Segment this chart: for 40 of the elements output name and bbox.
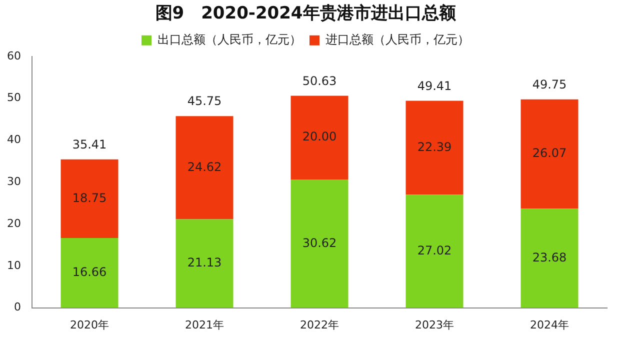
total-label: 49.41: [417, 78, 452, 93]
data-label: 22.39: [417, 140, 452, 154]
chart-title: 图9 2020-2024年贵港市进出口总额: [155, 4, 457, 24]
data-label: 21.13: [187, 256, 222, 270]
bar: [176, 219, 234, 308]
bar: [290, 96, 348, 180]
total-label: 49.75: [532, 77, 567, 92]
data-label: 27.02: [417, 243, 452, 258]
data-label: 20.00: [302, 130, 337, 144]
bar: [406, 100, 464, 195]
y-tick-label: 60: [6, 49, 21, 62]
bar: [520, 208, 578, 308]
data-label: 18.75: [72, 190, 107, 205]
bar: [406, 194, 464, 308]
y-tick-label: 30: [6, 174, 21, 188]
bar: [290, 180, 348, 308]
y-tick-label: 40: [6, 133, 21, 146]
total-label: 45.75: [187, 94, 222, 108]
data-label: 30.62: [302, 236, 337, 250]
data-label: 23.68: [532, 250, 567, 264]
bar: [520, 99, 578, 209]
data-label: 26.07: [532, 146, 567, 160]
data-label: 16.66: [72, 265, 107, 280]
x-tick-label: 2023年: [415, 318, 454, 332]
y-tick-label: 50: [6, 91, 21, 104]
y-tick-label: 10: [6, 258, 21, 272]
total-label: 35.41: [72, 138, 107, 152]
x-tick-label: 2020年: [70, 318, 109, 332]
y-tick-label: 0: [14, 300, 21, 314]
legend-label: 出口总额（人民币，亿元）: [158, 32, 302, 47]
total-label: 50.63: [302, 74, 337, 88]
x-tick-label: 2022年: [300, 318, 339, 332]
y-tick-label: 20: [6, 216, 21, 230]
bar: [60, 159, 118, 238]
bar: [60, 238, 118, 308]
x-tick-label: 2021年: [185, 318, 224, 332]
x-tick-label: 2024年: [530, 318, 569, 332]
bar: [176, 116, 234, 220]
legend-label: 进口总额（人民币，亿元）: [326, 32, 470, 47]
data-label: 24.62: [187, 160, 222, 174]
